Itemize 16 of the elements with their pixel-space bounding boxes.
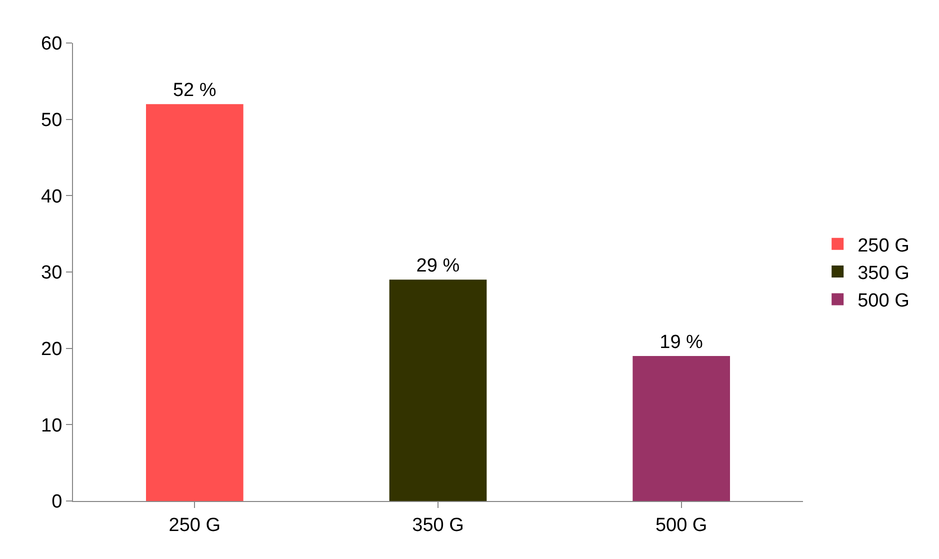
y-tick-label: 0 — [52, 492, 62, 513]
y-tick-label: 50 — [41, 110, 62, 131]
x-tick-label: 500 G — [655, 514, 708, 536]
x-tick-label: 350 G — [412, 514, 464, 536]
data-label: 52 % — [172, 80, 216, 102]
y-tick-label: 30 — [41, 262, 62, 284]
y-tick-label: 20 — [41, 338, 62, 360]
y-tick-label: 10 — [41, 415, 62, 436]
x-tick-label: 250 G — [168, 514, 221, 536]
y-tick-label: 60 — [41, 34, 62, 55]
legend-label: 250 G — [858, 235, 910, 256]
data-label: 29 % — [416, 256, 460, 277]
legend-label: 350 G — [858, 262, 910, 284]
y-tick-label: 40 — [41, 186, 62, 208]
legend-label: 500 G — [858, 290, 910, 312]
data-label: 19 % — [660, 332, 704, 353]
